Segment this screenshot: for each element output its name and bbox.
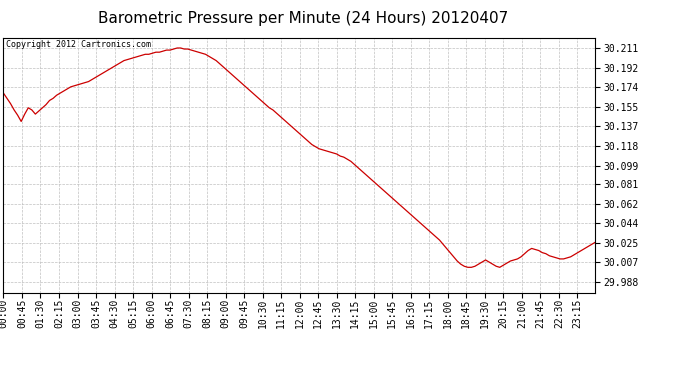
Text: Barometric Pressure per Minute (24 Hours) 20120407: Barometric Pressure per Minute (24 Hours…: [99, 11, 509, 26]
Text: Copyright 2012 Cartronics.com: Copyright 2012 Cartronics.com: [6, 40, 151, 49]
